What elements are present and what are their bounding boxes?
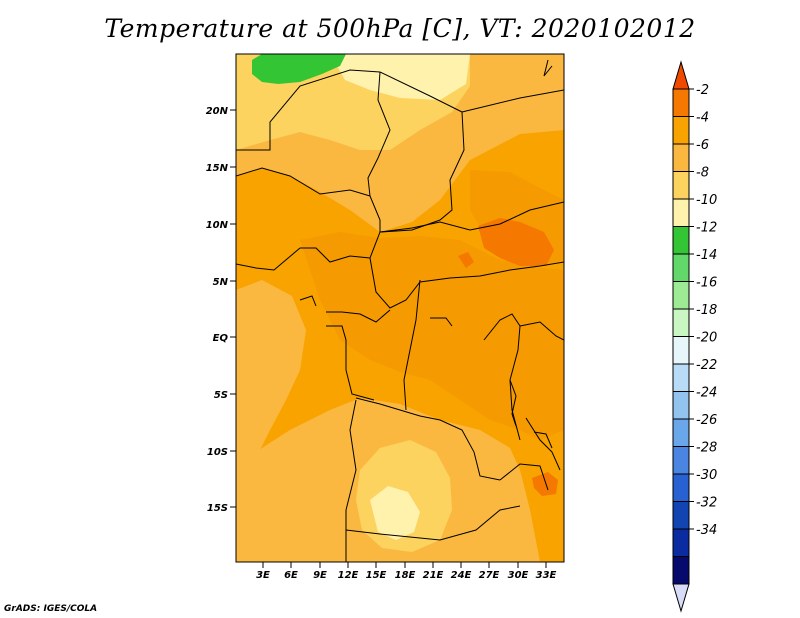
colorbar-box <box>672 226 690 255</box>
field-band-8-west <box>236 280 306 480</box>
colorbar-label: -34 <box>696 523 717 538</box>
lon-label: 9E <box>313 570 327 581</box>
colorbar-label: -26 <box>696 413 717 428</box>
colorbar-box <box>672 281 690 310</box>
colorbar-box <box>672 446 690 475</box>
colorbar-label: -32 <box>696 496 717 511</box>
colorbar-label: -8 <box>696 166 709 181</box>
lat-label: 20N <box>206 106 229 117</box>
country-boundaries <box>236 59 564 562</box>
field-band-6-interior <box>300 232 564 440</box>
lon-label: 21E <box>423 570 444 581</box>
latitude-labels: 20N 15N 10N 5N EQ 5S 10S 15S <box>206 106 229 514</box>
colorbar-label: -14 <box>696 248 717 263</box>
lon-label: 12E <box>338 570 359 581</box>
colorbar-arrow-bottom <box>672 583 690 613</box>
colorbar-box <box>672 501 690 530</box>
map-frame <box>235 53 565 563</box>
colorbar-label: -22 <box>696 358 717 373</box>
colorbar-label: -28 <box>696 441 717 456</box>
field-band-14-patch <box>252 54 346 84</box>
lon-label: 18E <box>395 570 416 581</box>
lon-label: 27E <box>479 570 500 581</box>
lat-label: EQ <box>213 333 229 344</box>
colorbar-box <box>672 391 690 420</box>
colorbar-box <box>672 198 690 227</box>
colorbar-label: -20 <box>696 331 717 346</box>
colorbar-label: -16 <box>696 276 717 291</box>
colorbar-label: -30 <box>696 468 717 483</box>
colorbar-label: -12 <box>696 221 717 236</box>
colorbar-label: -2 <box>696 83 709 98</box>
colorbar-label: -4 <box>696 111 709 126</box>
field-band-4-east <box>478 218 554 266</box>
colorbar-labels: -2 -4 -6 -8 -10 -12 -14 -16 -18 -20 -22 -24 -26 -28 -3… <box>689 83 717 538</box>
colorbar-arrow-top <box>672 60 690 90</box>
colorbar-label: -10 <box>696 193 717 208</box>
field-band-10-north-light <box>330 54 470 100</box>
axis-ticks <box>230 109 547 568</box>
field-band-10-south-light <box>370 486 420 540</box>
colorbar-box <box>672 253 690 282</box>
grads-credit: GrADS: IGES/COLA <box>4 604 98 614</box>
colorbar-box <box>672 418 690 447</box>
colorbar-box <box>672 308 690 337</box>
lon-label: 24E <box>451 570 472 581</box>
lat-label: 15N <box>206 163 229 174</box>
lon-label: 15E <box>366 570 387 581</box>
colorbar <box>672 60 690 613</box>
lat-label: 10S <box>207 447 228 458</box>
colorbar-label: -6 <box>696 138 709 153</box>
colorbar-label: -24 <box>696 386 717 401</box>
colorbar-box <box>672 171 690 200</box>
lon-label: 30E <box>508 570 529 581</box>
colorbar-box <box>672 556 690 585</box>
colorbar-box <box>672 528 690 557</box>
chart-title: Temperature at 500hPa [C], VT: 202010201… <box>104 14 696 43</box>
field-band-4-south <box>532 472 558 496</box>
lat-label: 5S <box>214 390 228 401</box>
colorbar-box <box>672 363 690 392</box>
colorbar-box <box>672 336 690 365</box>
lon-label: 6E <box>284 570 298 581</box>
lat-label: 15S <box>207 503 228 514</box>
field-band-4-small <box>458 252 474 268</box>
lat-label: 5N <box>213 277 229 288</box>
colorbar-box <box>672 473 690 502</box>
colorbar-box <box>672 143 690 172</box>
lat-label: 10N <box>206 220 229 231</box>
colorbar-box <box>672 88 690 117</box>
temperature-field <box>236 54 564 562</box>
longitude-labels: 3E 6E 9E 12E 15E 18E 21E 24E 27E 30E 33E <box>256 570 556 581</box>
lon-label: 3E <box>256 570 270 581</box>
colorbar-label: -18 <box>696 303 717 318</box>
colorbar-box <box>672 116 690 145</box>
lon-label: 33E <box>536 570 557 581</box>
